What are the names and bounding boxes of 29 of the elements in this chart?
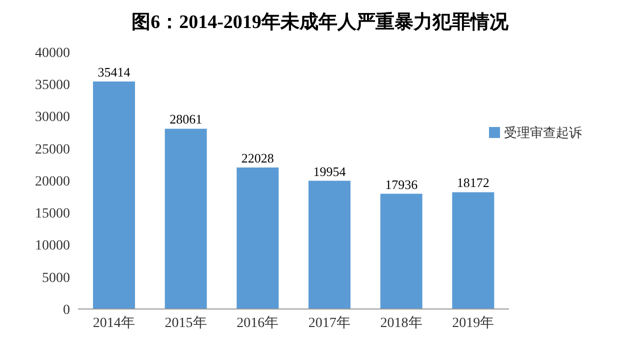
bar (93, 81, 135, 309)
bar (236, 167, 279, 309)
x-tick-label: 2016年 (236, 314, 279, 331)
bar (308, 180, 350, 309)
data-label: 18172 (456, 175, 490, 190)
data-label: 35414 (98, 64, 131, 80)
bar (452, 192, 494, 309)
x-tick-label: 2018年 (380, 314, 422, 331)
y-tick-label: 5000 (42, 270, 70, 286)
y-tick-label: 30000 (35, 110, 70, 126)
legend-label: 受理审查起诉 (504, 126, 582, 141)
bar (380, 194, 422, 309)
y-tick-label: 20000 (35, 174, 70, 190)
data-label: 19954 (313, 164, 346, 179)
y-tick-label: 0 (63, 302, 70, 318)
chart-title: 图6：2014-2019年未成年人严重暴力犯罪情况 (130, 10, 510, 35)
x-tick-label: 2019年 (452, 314, 494, 331)
x-tick-label: 2017年 (308, 314, 350, 331)
y-tick-label: 25000 (35, 142, 70, 158)
data-label: 17936 (385, 176, 418, 192)
data-label: 28061 (170, 112, 202, 127)
y-tick-label: 15000 (35, 206, 70, 222)
y-tick-label: 40000 (35, 46, 70, 61)
y-tick-label: 35000 (35, 78, 70, 94)
x-tick-label: 2015年 (164, 314, 207, 331)
y-tick-label: 10000 (35, 238, 70, 254)
bar (164, 128, 207, 309)
x-tick-label: 2014年 (92, 314, 135, 331)
data-label: 22028 (241, 150, 274, 166)
